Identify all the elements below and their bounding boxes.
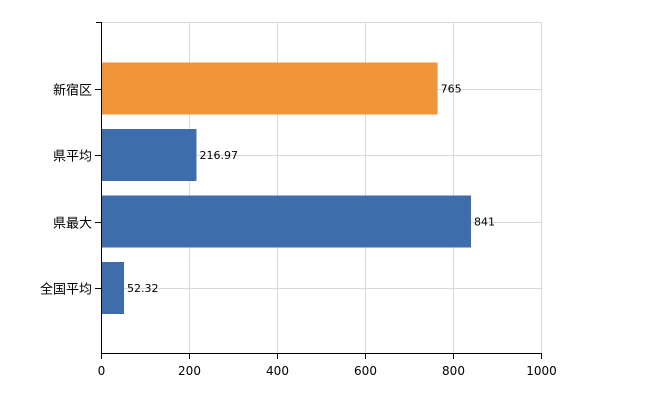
category-label-3: 県最大 [53,217,92,232]
x-tick-label-400: 400 [266,364,289,378]
data-label-2: 216.97 [199,149,238,162]
axis-layer [95,22,542,359]
x-tick-label-0: 0 [98,364,106,378]
category-label-1: 新宿区 [53,83,92,99]
data-label-1: 765 [441,83,462,96]
x-tick-label-1000: 1000 [526,364,557,378]
data-label-3: 841 [474,216,495,229]
x-tick-label-600: 600 [354,364,377,378]
x-tick-label-800: 800 [442,364,465,378]
category-label-4: 全国平均 [40,282,92,298]
bar-4 [101,262,125,314]
bar-layer [101,62,472,314]
bar-2 [101,129,197,181]
bar-3 [101,195,472,248]
label-layer: 765 216.97 841 52.32 0 200 400 600 800 1000 新宿区県平均… [40,83,557,379]
x-tick-label-200: 200 [178,364,201,378]
bar-1 [101,62,438,115]
data-label-4: 52.32 [127,282,159,295]
category-label-2: 県平均 [53,150,92,165]
